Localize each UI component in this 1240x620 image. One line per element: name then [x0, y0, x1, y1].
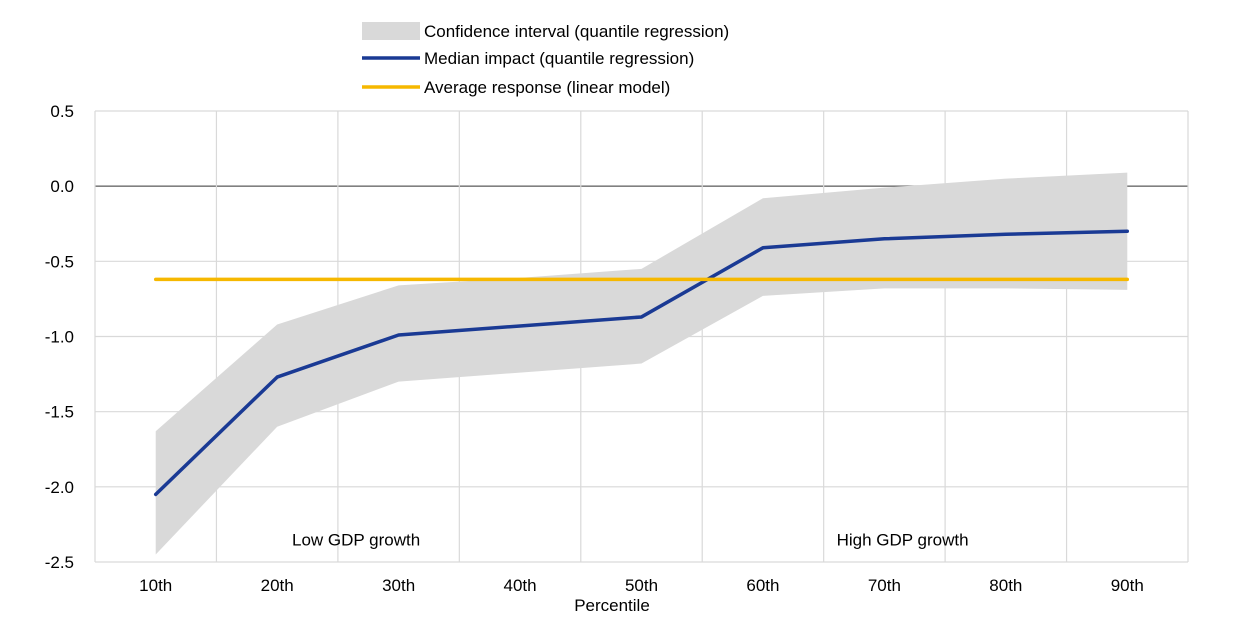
x-tick-label: 60th [746, 576, 779, 595]
x-tick-label: 10th [139, 576, 172, 595]
median-impact-line [153, 229, 1130, 497]
x-tick-label: 80th [989, 576, 1022, 595]
legend-label-median: Median impact (quantile regression) [424, 49, 694, 68]
annotation-label: High GDP growth [837, 530, 969, 549]
y-tick-label: -1.0 [45, 328, 74, 347]
x-tick-label: 70th [868, 576, 901, 595]
legend-swatch-confidence [362, 22, 420, 40]
x-tick-label: 20th [261, 576, 294, 595]
axes: 0.5 0.0 -0.5 -1.0 -1.5 -2.0 -2.5 10th 20th 30th 40… [45, 102, 1144, 595]
x-tick-label: 30th [382, 576, 415, 595]
annotations: Low GDP growth High GDP growth [292, 530, 969, 549]
series-lines [153, 229, 1130, 497]
annotation-label: Low GDP growth [292, 530, 420, 549]
confidence-band [155, 172, 1128, 555]
x-tick-label: 40th [504, 576, 537, 595]
x-tick-label: 90th [1111, 576, 1144, 595]
y-tick-label: 0.0 [50, 177, 74, 196]
legend-label-average: Average response (linear model) [424, 78, 670, 97]
confidence-band-area [155, 172, 1128, 555]
x-axis-label: Percentile [574, 596, 650, 615]
x-tick-label: 50th [625, 576, 658, 595]
y-tick-label: -1.5 [45, 403, 74, 422]
y-tick-label: -0.5 [45, 252, 74, 271]
y-tick-label: 0.5 [50, 102, 74, 121]
legend-label-confidence: Confidence interval (quantile regression… [424, 22, 729, 41]
y-tick-label: -2.0 [45, 478, 74, 497]
y-tick-label: -2.5 [45, 553, 74, 572]
legend: Confidence interval (quantile regression… [362, 22, 729, 97]
